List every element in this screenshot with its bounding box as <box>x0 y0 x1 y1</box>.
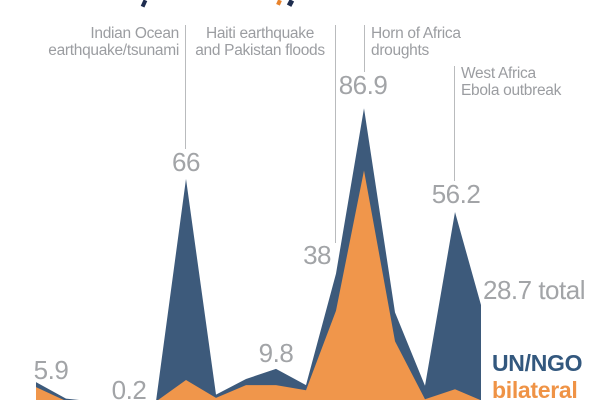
annotation-line: Haiti earthquake <box>205 25 315 42</box>
leader-line-ebola <box>454 66 455 181</box>
annotation-line: Indian Ocean <box>90 25 179 42</box>
annotation-line: droughts <box>371 42 429 59</box>
value-label-56-2: 56.2 <box>431 179 481 209</box>
leader-line-indian-ocean <box>185 25 186 149</box>
annotation-line: and Pakistan floods <box>195 42 325 59</box>
annotation-line: earthquake/tsunami <box>48 42 179 59</box>
annotation-horn-of-africa: Horn of Africa droughts <box>371 25 461 59</box>
annotation-line: Ebola outbreak <box>461 82 562 99</box>
annotation-indian-ocean: Indian Ocean earthquake/tsunami <box>19 25 179 59</box>
value-label-66: 66 <box>172 147 200 177</box>
leader-line-horn-of-africa <box>364 25 365 72</box>
bilateral-area <box>36 170 481 400</box>
value-label-38: 38 <box>303 240 331 270</box>
annotation-ebola: West Africa Ebola outbreak <box>461 65 561 99</box>
value-label-86-9: 86.9 <box>338 70 388 100</box>
annotation-line: West Africa <box>461 65 536 82</box>
value-label-9-8: 9.8 <box>258 338 294 368</box>
value-label-28-7-total: 28.7 total <box>483 275 585 305</box>
value-label-0-2: 0.2 <box>111 375 147 400</box>
value-label-5-9: 5.9 <box>33 355 69 385</box>
legend-bilateral: bilateral <box>492 377 578 400</box>
legend-un-ngo: UN/NGO <box>492 350 583 376</box>
leader-line-haiti <box>335 25 336 243</box>
annotation-line: Horn of Africa <box>371 25 461 42</box>
annotation-haiti: Haiti earthquake and Pakistan floods <box>186 25 334 59</box>
